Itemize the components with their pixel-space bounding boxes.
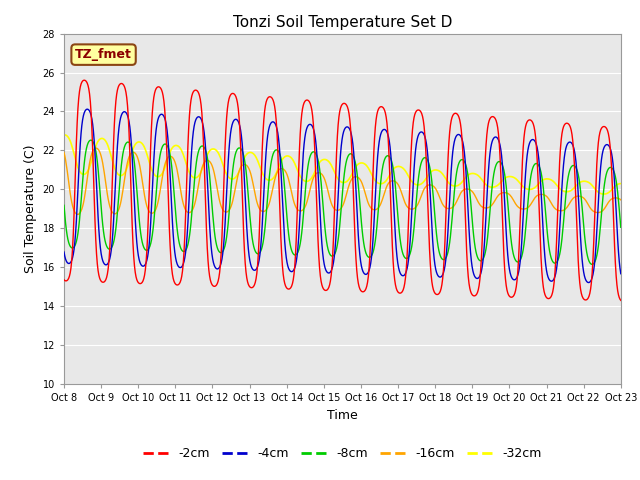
X-axis label: Time: Time bbox=[327, 408, 358, 421]
Text: TZ_fmet: TZ_fmet bbox=[75, 48, 132, 61]
Title: Tonzi Soil Temperature Set D: Tonzi Soil Temperature Set D bbox=[233, 15, 452, 30]
Y-axis label: Soil Temperature (C): Soil Temperature (C) bbox=[24, 144, 37, 273]
Legend: -2cm, -4cm, -8cm, -16cm, -32cm: -2cm, -4cm, -8cm, -16cm, -32cm bbox=[138, 443, 547, 465]
